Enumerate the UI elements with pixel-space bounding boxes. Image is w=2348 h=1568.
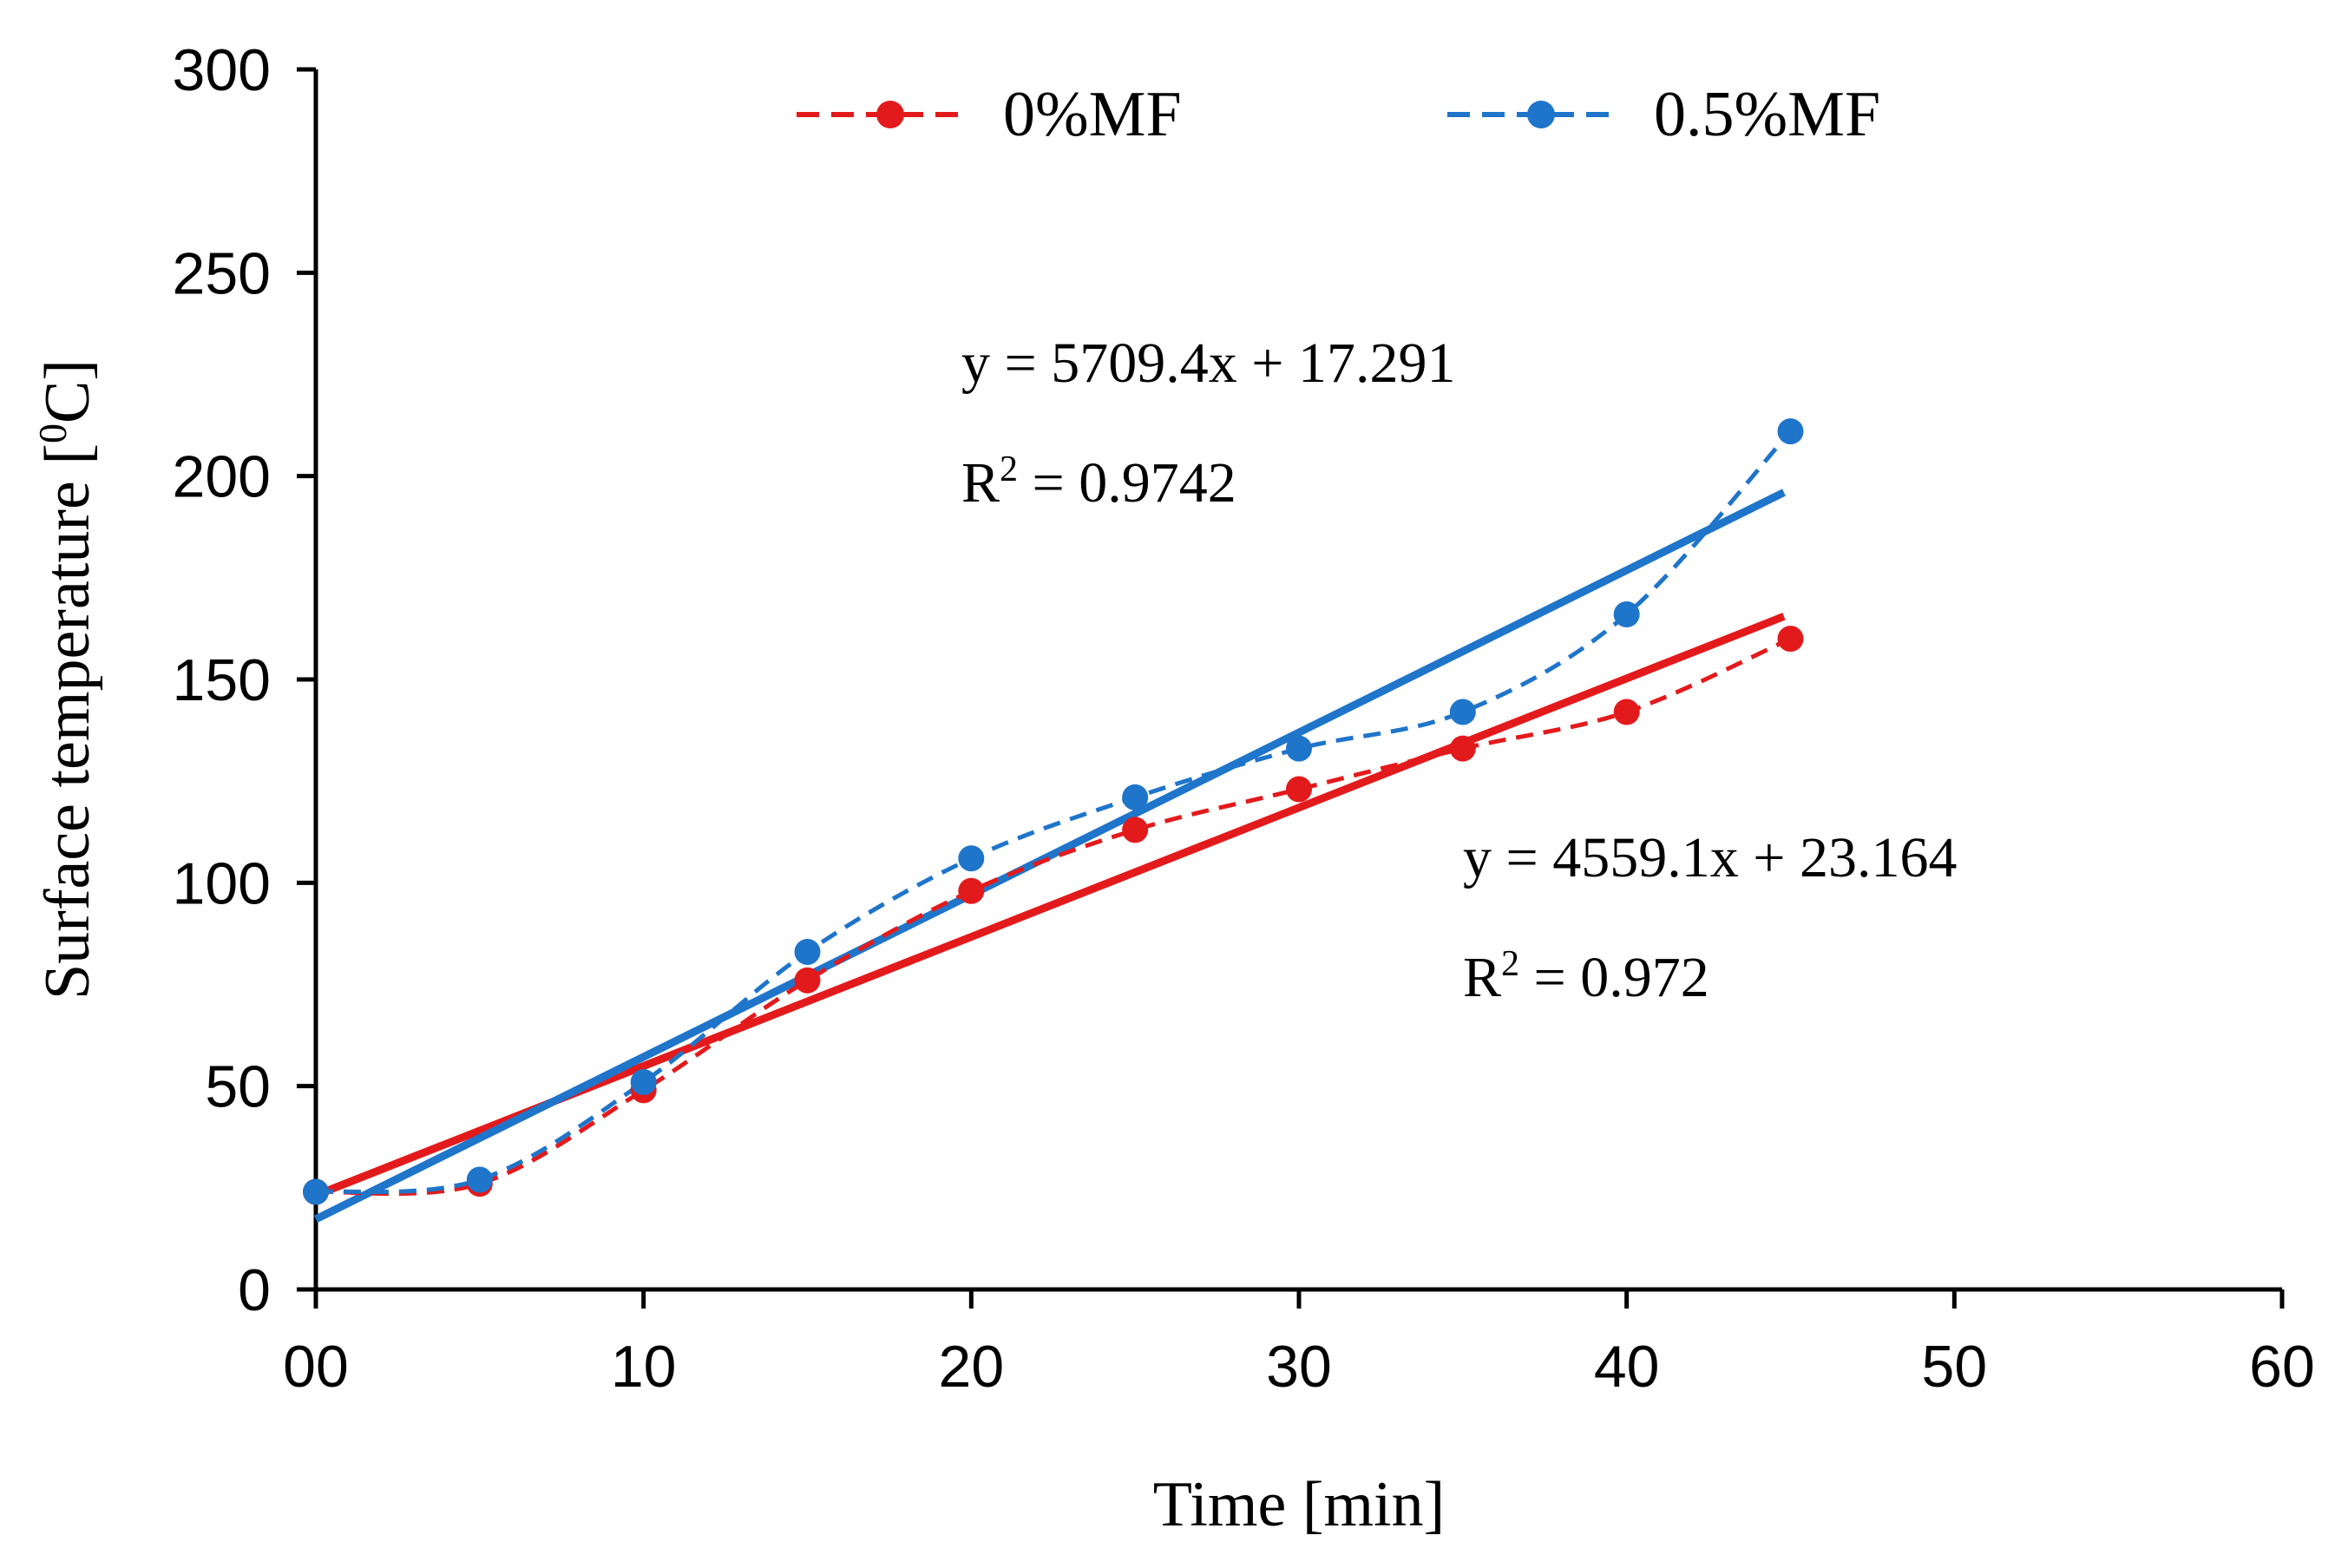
red-r2-sup: 2 — [1501, 944, 1519, 984]
x-tick-label: 20 — [939, 1334, 1005, 1400]
data-point-series-0 — [958, 877, 985, 904]
data-point-series-1 — [794, 939, 821, 966]
data-point-series-1 — [1449, 699, 1476, 725]
y-ticks: 0 50 100 150 200 250 300 — [173, 37, 316, 1323]
x-axis-title: Time [min] — [1153, 1469, 1445, 1540]
x-tick-label: 50 — [1922, 1334, 1988, 1400]
red-r2-text: R2 = 0.972 — [1463, 944, 1709, 1009]
series-line-0 — [315, 636, 1792, 1197]
data-point-series-0 — [1613, 699, 1640, 725]
x-tick-label: 10 — [611, 1334, 677, 1400]
trendline-series-1 — [314, 489, 1786, 1223]
y-tick-label: 150 — [173, 647, 271, 713]
red-r2-prefix: R — [1463, 946, 1501, 1009]
x-tick-label: 00 — [283, 1334, 349, 1400]
blue-equation-text: y = 5709.4x + 17.291 — [961, 331, 1455, 395]
legend-item-1: 0.5%MF — [1447, 79, 1880, 150]
blue-r2-sup: 2 — [1000, 449, 1018, 489]
data-point-series-1 — [303, 1178, 329, 1205]
data-point-series-0 — [794, 967, 821, 994]
annotation-blue: y = 5709.4x + 17.291 R2 = 0.9742 — [961, 331, 1455, 515]
x-tick-label: 30 — [1266, 1334, 1332, 1400]
data-point-series-0 — [1777, 626, 1804, 653]
series-markers — [303, 418, 1804, 1205]
legend-marker-1 — [1527, 101, 1555, 128]
trendlines — [314, 489, 1786, 1223]
legend: 0%MF 0.5%MF — [797, 79, 1880, 150]
data-point-series-1 — [958, 845, 985, 872]
annotation-red: y = 4559.1x + 23.164 R2 = 0.972 — [1463, 826, 1957, 1009]
blue-r2-text: R2 = 0.9742 — [961, 449, 1236, 515]
legend-label-1: 0.5%MF — [1654, 79, 1880, 150]
blue-r2-prefix: R — [961, 451, 1000, 515]
data-point-series-1 — [466, 1166, 493, 1193]
data-point-series-0 — [1286, 776, 1312, 803]
data-point-series-1 — [1286, 735, 1312, 762]
red-equation-text: y = 4559.1x + 23.164 — [1463, 826, 1957, 889]
x-tick-label: 40 — [1594, 1334, 1660, 1400]
y-tick-label: 300 — [173, 37, 271, 103]
legend-item-0: 0%MF — [797, 79, 1182, 150]
data-point-series-0 — [1122, 817, 1149, 843]
y-axis-title-main: Surface temperature [ — [32, 443, 103, 1000]
data-point-series-1 — [1122, 784, 1149, 810]
series-lines — [315, 430, 1793, 1197]
x-ticks: 00 10 20 30 40 50 60 — [283, 1289, 2315, 1400]
data-point-series-1 — [630, 1068, 657, 1095]
series-line-1 — [315, 430, 1793, 1195]
legend-label-0: 0%MF — [1003, 79, 1182, 150]
data-point-series-1 — [1777, 418, 1804, 445]
legend-marker-0 — [876, 101, 904, 128]
y-tick-label: 100 — [173, 850, 271, 916]
y-axis-title: Surface temperature [0C] — [30, 359, 103, 1000]
y-tick-label: 0 — [238, 1257, 271, 1323]
blue-r2-suffix: = 0.9742 — [1018, 451, 1236, 515]
y-axis-title-end: C] — [32, 359, 103, 423]
data-point-series-1 — [1613, 601, 1640, 628]
y-tick-label: 250 — [173, 240, 271, 306]
red-r2-suffix: = 0.972 — [1519, 946, 1709, 1009]
x-tick-label: 60 — [2249, 1334, 2315, 1400]
y-tick-label: 50 — [205, 1054, 271, 1120]
y-axis-title-sup: 0 — [30, 423, 75, 443]
y-tick-label: 200 — [173, 444, 271, 510]
data-point-series-0 — [1449, 735, 1476, 762]
